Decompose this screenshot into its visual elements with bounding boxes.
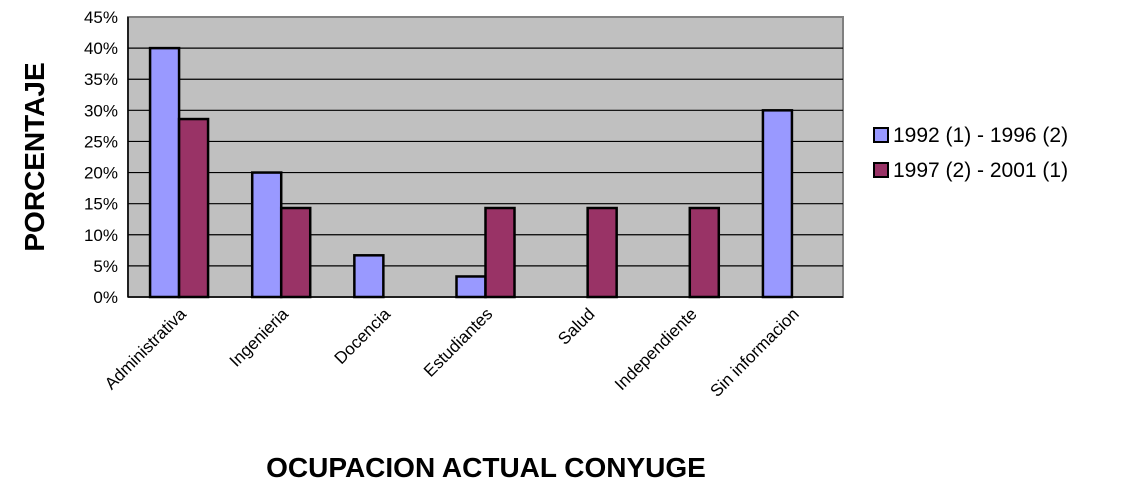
y-axis-label: PORCENTAJE	[19, 62, 50, 251]
y-tick-label: 20%	[84, 164, 118, 183]
legend-swatch	[873, 162, 889, 178]
y-tick-label: 5%	[93, 257, 118, 276]
x-tick-label: Ingenieria	[226, 304, 293, 371]
x-tick-label: Salud	[554, 304, 598, 348]
bar-estudiantes-series-2	[484, 206, 516, 299]
bar-ingenieria-series-2	[279, 206, 312, 299]
x-tick-label: Administrativa	[101, 304, 190, 393]
x-tick-label: Sin informacion	[706, 304, 802, 400]
y-tick-label: 10%	[84, 226, 118, 245]
bar-administrativa-series-1	[148, 46, 181, 299]
bar-docencia-series-1	[353, 254, 385, 299]
y-tick-label: 40%	[84, 39, 118, 58]
x-tick-label: Independiente	[611, 304, 701, 394]
legend-label: 1997 (2) - 2001 (1)	[893, 159, 1068, 182]
y-tick-label: 25%	[84, 132, 118, 151]
x-tick-label: Docencia	[331, 304, 395, 368]
y-tick-label: 15%	[84, 195, 118, 214]
y-tick-label: 30%	[84, 101, 118, 120]
bar-ingenieria-series-1	[250, 171, 283, 299]
bar-salud-series-2	[586, 206, 618, 299]
x-tick-label: Estudiantes	[420, 304, 496, 380]
x-axis-label: OCUPACION ACTUAL CONYUGE	[266, 452, 706, 483]
bar-administrativa-series-2	[177, 117, 210, 299]
legend-label: 1992 (1) - 1996 (2)	[893, 124, 1068, 147]
bars	[148, 46, 794, 299]
bar-sin-informacion-series-1	[761, 109, 794, 299]
legend-swatch	[873, 127, 889, 143]
bar-independiente-series-2	[688, 206, 721, 299]
gridlines	[128, 47, 843, 267]
y-tick-label: 0%	[93, 288, 118, 307]
x-axis-ticks: Administrativa Ingenieria Docencia Estudian…	[101, 304, 803, 401]
bar-estudiantes-series-1	[455, 275, 487, 299]
y-tick-label: 35%	[84, 70, 118, 89]
y-axis-ticks: 0% 5% 10% 15% 20% 25% 30% 35% 40% 45%	[84, 8, 843, 307]
y-tick-label: 45%	[84, 8, 118, 27]
legend: 1992 (1) - 1996 (2) 1997 (2) - 2001 (1)	[873, 124, 1068, 182]
